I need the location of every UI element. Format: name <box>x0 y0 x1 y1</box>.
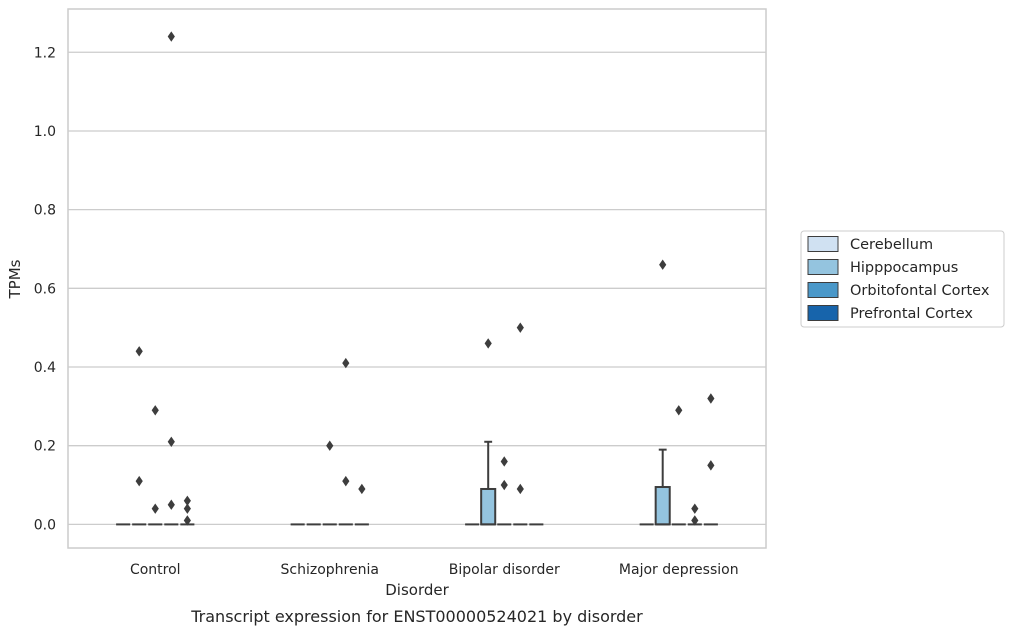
outlier-point <box>342 357 350 369</box>
legend: Cerebellum Hipppocampus Orbitofontal Corte… <box>800 230 1005 328</box>
y-tick-label: 0.6 <box>34 281 56 297</box>
legend-label: Hipppocampus <box>850 260 958 276</box>
legend-swatch <box>807 305 839 321</box>
x-tick-labels: Control Schizophrenia Bipolar disorder Majo… <box>130 562 739 578</box>
y-axis-title: TPMs <box>6 259 24 299</box>
x-axis-title: Disorder <box>385 581 449 599</box>
y-tick-label: 1.0 <box>34 124 56 140</box>
outlier-point <box>151 503 159 514</box>
box-body <box>654 486 671 526</box>
outlier-point <box>691 503 699 514</box>
box-hipppocampus <box>480 440 497 526</box>
plot-frame <box>67 8 767 549</box>
y-tick-label: 0.8 <box>34 203 56 219</box>
x-tick-label: Bipolar disorder <box>449 562 560 578</box>
outlier-point <box>167 499 175 510</box>
outlier-point <box>675 405 683 416</box>
outlier-point <box>167 436 175 447</box>
chart-caption: Transcript expression for ENST0000052402… <box>190 607 643 626</box>
x-tick-label: Control <box>130 562 181 578</box>
outlier-point <box>326 440 334 451</box>
legend-swatch <box>807 236 839 252</box>
outlier-point <box>135 475 143 487</box>
y-tick-label: 0.0 <box>34 517 56 533</box>
outlier-point <box>500 479 508 491</box>
y-tick-label: 1.2 <box>34 45 56 61</box>
legend-label: Orbitofontal Cortex <box>850 283 990 299</box>
x-tick-label: Major depression <box>619 562 739 578</box>
y-tick-label: 0.4 <box>34 360 56 376</box>
legend-swatch <box>807 282 839 298</box>
outlier-point <box>167 31 175 42</box>
outliers <box>135 31 715 526</box>
box-hipppocampus <box>654 448 671 526</box>
legend-label: Prefrontal Cortex <box>850 306 973 322</box>
outlier-point <box>707 460 715 471</box>
y-tick-labels: 0.0 0.2 0.4 0.6 0.8 1.0 1.2 <box>34 45 56 533</box>
legend-label: Cerebellum <box>850 237 933 253</box>
outlier-point <box>691 515 699 526</box>
legend-frame <box>800 230 1005 328</box>
outlier-point <box>659 259 667 270</box>
legend-swatch <box>807 259 839 275</box>
outlier-point <box>135 346 143 357</box>
boxes <box>116 440 718 526</box>
grid-lines <box>68 51 766 526</box>
outlier-point <box>358 483 366 495</box>
outlier-point <box>516 483 524 495</box>
outlier-point <box>183 515 191 526</box>
outlier-point <box>342 475 350 487</box>
outlier-point <box>484 338 492 349</box>
outlier-point <box>151 405 159 416</box>
outlier-point <box>707 393 715 404</box>
box-body <box>480 487 497 526</box>
outlier-point <box>183 495 191 506</box>
y-tick-label: 0.2 <box>34 439 56 455</box>
x-tick-label: Schizophrenia <box>281 562 379 578</box>
outlier-point <box>516 322 524 333</box>
outlier-point <box>183 503 191 514</box>
outlier-point <box>500 456 508 467</box>
